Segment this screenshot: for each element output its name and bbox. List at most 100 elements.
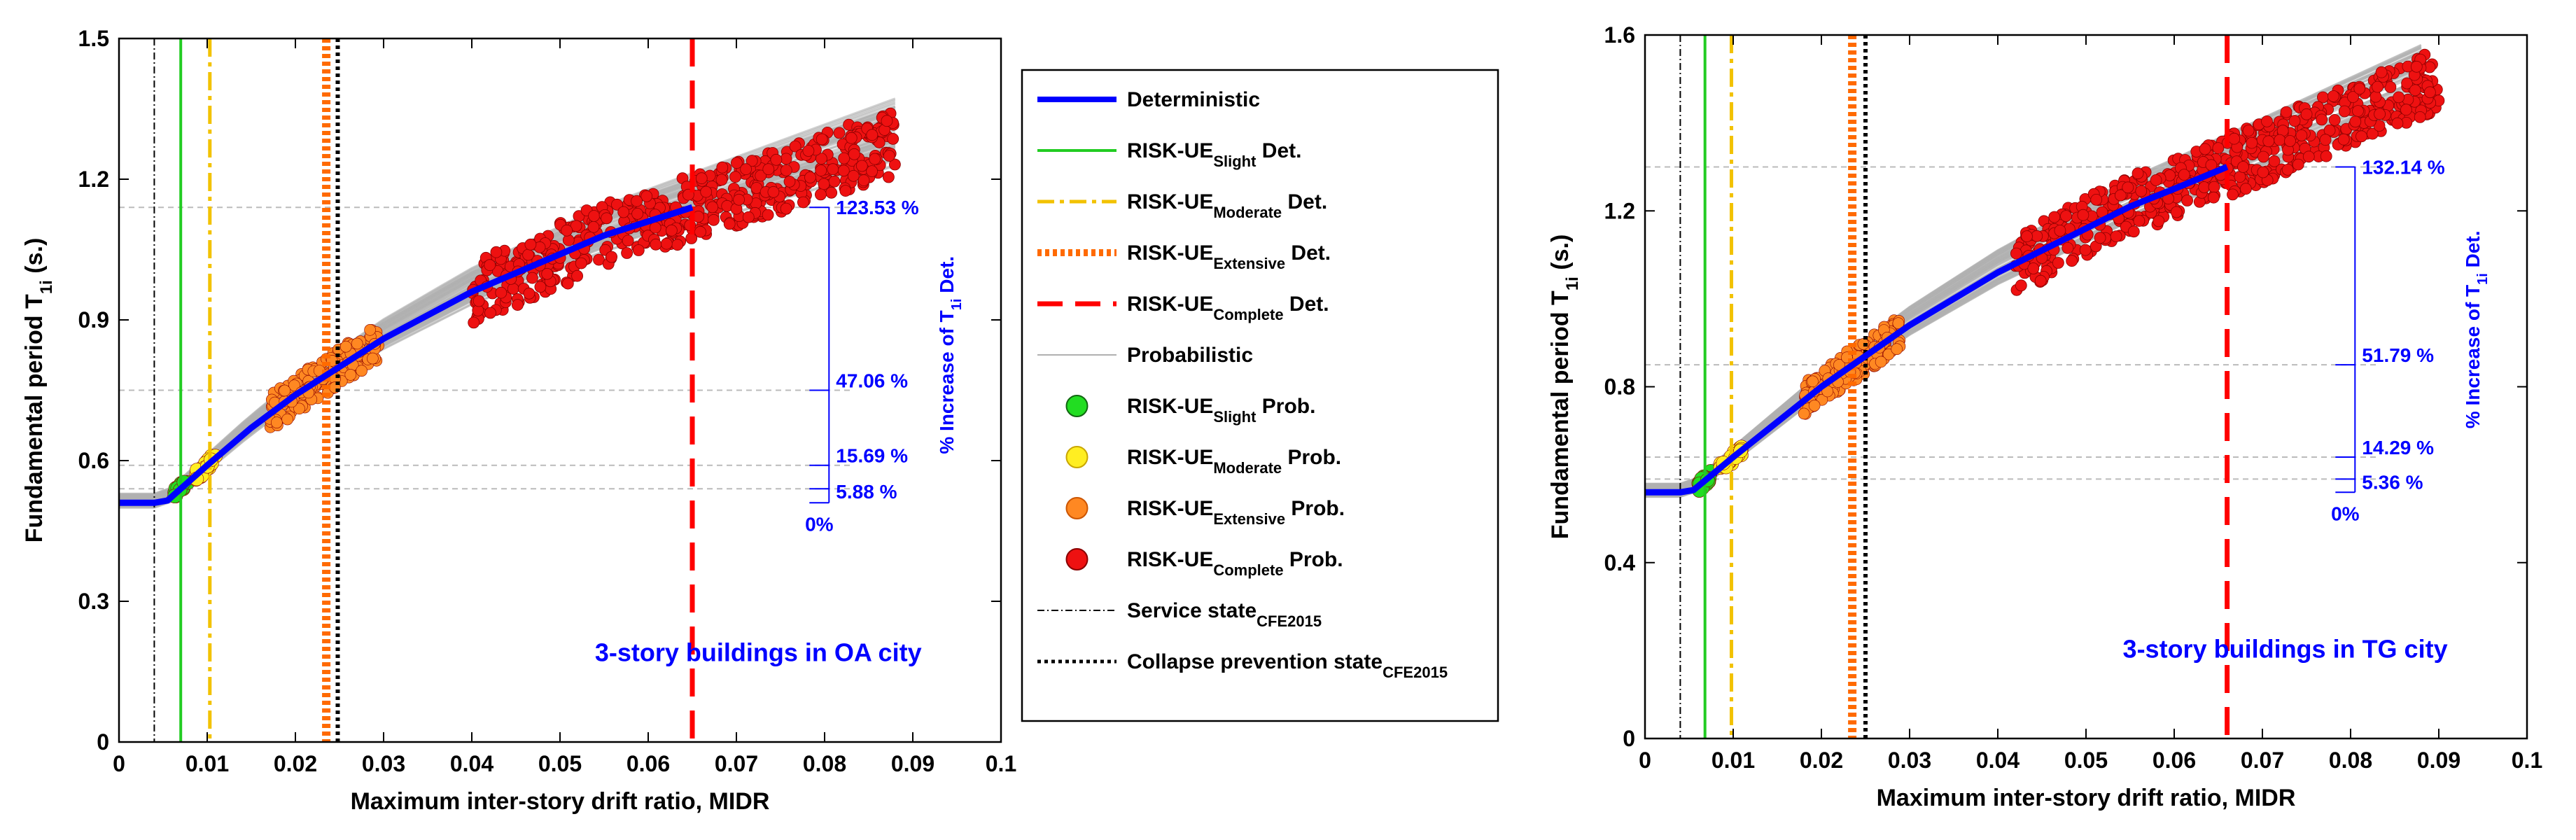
point-complete bbox=[887, 132, 899, 145]
point-complete bbox=[2208, 181, 2220, 193]
point-extensive bbox=[279, 384, 291, 397]
ticks: 0 0.01 0.02 0.03 0.04 0.05 0.06 0.07 0.08 0.09 0.1… bbox=[1604, 22, 2543, 773]
point-extensive bbox=[364, 323, 376, 336]
y-tick-label: 1.2 bbox=[1604, 198, 1635, 223]
point-complete bbox=[839, 185, 852, 197]
legend-label-extensive_det: RISK-UEExtensive Det. bbox=[1127, 241, 1331, 272]
point-complete bbox=[2366, 127, 2379, 140]
point-complete bbox=[869, 153, 881, 165]
x-tick-label: 0.1 bbox=[986, 751, 1016, 776]
point-complete bbox=[2133, 215, 2146, 227]
point-complete bbox=[495, 286, 507, 299]
point-complete bbox=[729, 171, 741, 183]
point-complete bbox=[2122, 181, 2134, 194]
y-axis-title: Fundamental period T1i (s.) bbox=[21, 238, 56, 543]
deterministic-curve bbox=[1645, 164, 2229, 496]
point-extensive bbox=[367, 352, 379, 365]
x-tick-label: 0.05 bbox=[538, 751, 582, 776]
point-complete bbox=[881, 115, 893, 127]
y-tick-label: 1.5 bbox=[78, 26, 109, 51]
point-complete bbox=[2227, 188, 2239, 201]
point-complete bbox=[2409, 84, 2421, 97]
point-complete bbox=[2239, 183, 2252, 195]
x-axis-title: Maximum inter-story drift ratio, MIDR bbox=[1877, 785, 2296, 811]
x-tick-label: 0.09 bbox=[891, 751, 934, 776]
point-complete bbox=[731, 157, 743, 169]
point-complete bbox=[733, 193, 745, 206]
point-complete bbox=[2127, 225, 2140, 238]
point-complete bbox=[2237, 161, 2249, 173]
point-complete bbox=[622, 234, 634, 247]
ticks: 0 0.01 0.02 0.03 0.04 0.05 0.06 0.07 0.08 0.09 0.1… bbox=[78, 26, 1017, 776]
point-complete bbox=[588, 210, 600, 222]
point-complete bbox=[723, 218, 736, 230]
point-complete bbox=[631, 207, 643, 220]
point-extensive bbox=[1808, 400, 1821, 412]
point-complete bbox=[571, 270, 583, 282]
point-complete bbox=[587, 220, 600, 233]
point-complete bbox=[700, 186, 713, 198]
city-label: 3-story buildings in OA city bbox=[595, 638, 922, 666]
point-complete bbox=[2374, 108, 2386, 120]
point-complete bbox=[2262, 135, 2275, 148]
point-complete bbox=[606, 251, 617, 263]
x-tick-label: 0.07 bbox=[715, 751, 758, 776]
percent-label: 15.69 % bbox=[836, 445, 908, 467]
point-complete bbox=[783, 175, 796, 188]
point-extensive bbox=[293, 402, 305, 415]
percent-label: 51.79 % bbox=[2362, 344, 2434, 366]
point-complete bbox=[883, 150, 895, 162]
point-complete bbox=[762, 209, 774, 221]
x-tick-label: 0.07 bbox=[2241, 748, 2284, 773]
point-complete bbox=[632, 244, 645, 256]
point-complete bbox=[601, 212, 612, 225]
point-complete bbox=[833, 127, 846, 139]
point-complete bbox=[2234, 171, 2246, 183]
point-complete bbox=[2198, 181, 2211, 193]
point-complete bbox=[2015, 279, 2027, 292]
point-complete bbox=[2410, 60, 2423, 73]
point-complete bbox=[695, 172, 708, 185]
point-complete bbox=[827, 163, 839, 176]
x-tick-label: 0.09 bbox=[2417, 748, 2460, 773]
probabilistic-curve bbox=[119, 164, 896, 509]
point-complete bbox=[2401, 77, 2414, 90]
point-complete bbox=[490, 246, 503, 258]
legend-label-moderate_det: RISK-UEModerate Det. bbox=[1127, 190, 1327, 221]
x-tick-label: 0.06 bbox=[626, 751, 670, 776]
percent-bracket: 123.53 % 47.06 % 15.69 % 5.88 %0% % Increase… bbox=[805, 197, 965, 535]
point-complete bbox=[755, 169, 767, 182]
point-complete bbox=[837, 164, 850, 177]
point-complete bbox=[2150, 174, 2162, 186]
point-complete bbox=[2181, 195, 2194, 206]
point-complete bbox=[2338, 105, 2351, 118]
point-extensive bbox=[281, 413, 293, 426]
point-complete bbox=[847, 169, 860, 182]
percent-bracket: 132.14 % 51.79 % 14.29 % 5.36 %0% % Increase… bbox=[2331, 156, 2491, 524]
point-complete bbox=[2288, 115, 2301, 127]
point-extensive bbox=[351, 337, 363, 350]
percent-label: 47.06 % bbox=[836, 370, 908, 392]
point-complete bbox=[780, 202, 792, 215]
point-complete bbox=[2302, 150, 2315, 163]
point-complete bbox=[2353, 83, 2366, 94]
point-complete bbox=[694, 225, 706, 238]
legend-marker bbox=[1065, 395, 1088, 417]
point-complete bbox=[2048, 211, 2061, 223]
point-complete bbox=[838, 152, 850, 164]
legend-label-deterministic: Deterministic bbox=[1127, 88, 1260, 111]
x-tick-label: 0.1 bbox=[2512, 748, 2542, 773]
point-complete bbox=[2337, 133, 2350, 146]
y-tick-label: 0 bbox=[97, 729, 109, 755]
point-extensive bbox=[1857, 338, 1870, 350]
point-extensive bbox=[356, 365, 368, 377]
point-complete bbox=[2212, 142, 2225, 155]
probabilistic-points bbox=[1691, 48, 2445, 498]
x-tick-label: 0.06 bbox=[2152, 748, 2196, 773]
point-complete bbox=[2400, 104, 2412, 116]
x-tick-label: 0.01 bbox=[1712, 748, 1755, 773]
point-complete bbox=[2077, 209, 2090, 221]
point-complete bbox=[866, 165, 878, 178]
point-complete bbox=[650, 238, 662, 251]
